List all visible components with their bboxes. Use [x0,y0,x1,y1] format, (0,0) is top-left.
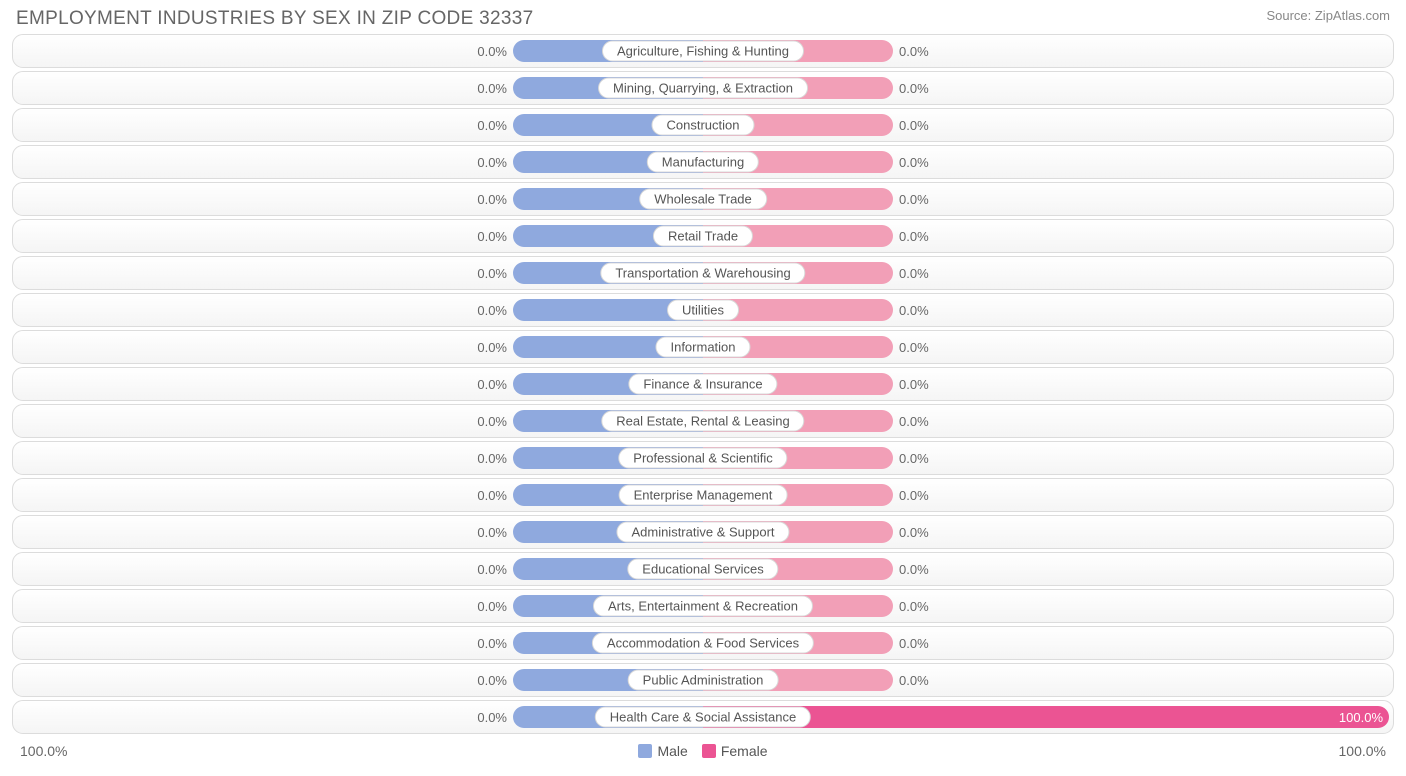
female-pct: 0.0% [899,488,929,503]
category-label: Health Care & Social Assistance [595,707,811,728]
male-pct: 0.0% [477,81,507,96]
chart-row: 0.0% 0.0% Information [12,330,1394,364]
chart-row: 0.0% 0.0% Construction [12,108,1394,142]
category-label: Administrative & Support [616,522,789,543]
chart-row: 0.0% 0.0% Public Administration [12,663,1394,697]
female-pct: 0.0% [899,303,929,318]
category-label: Real Estate, Rental & Leasing [601,411,804,432]
female-pct: 0.0% [899,451,929,466]
category-label: Wholesale Trade [639,189,767,210]
chart-row: 0.0% 0.0% Accommodation & Food Services [12,626,1394,660]
chart-row: 0.0% 0.0% Finance & Insurance [12,367,1394,401]
axis-left-label: 100.0% [20,743,67,759]
chart-row: 0.0% 0.0% Manufacturing [12,145,1394,179]
male-pct: 0.0% [477,44,507,59]
chart-row: 0.0% 0.0% Real Estate, Rental & Leasing [12,404,1394,438]
legend-male-label: Male [657,743,687,759]
male-pct: 0.0% [477,636,507,651]
female-pct: 0.0% [899,229,929,244]
chart-row: 0.0% 0.0% Arts, Entertainment & Recreati… [12,589,1394,623]
category-label: Professional & Scientific [618,448,787,469]
category-label: Retail Trade [653,226,753,247]
chart-row: 0.0% 0.0% Utilities [12,293,1394,327]
category-label: Finance & Insurance [628,374,777,395]
male-pct: 0.0% [477,192,507,207]
legend-female: Female [702,743,768,759]
female-pct: 0.0% [899,636,929,651]
category-label: Public Administration [628,670,779,691]
male-pct: 0.0% [477,118,507,133]
female-pct: 0.0% [899,81,929,96]
category-label: Information [655,337,750,358]
chart-title: EMPLOYMENT INDUSTRIES BY SEX IN ZIP CODE… [16,8,533,30]
male-pct: 0.0% [477,266,507,281]
category-label: Transportation & Warehousing [600,263,805,284]
chart-row: 0.0% 0.0% Agriculture, Fishing & Hunting [12,34,1394,68]
female-pct: 0.0% [899,340,929,355]
female-pct: 100.0% [1339,710,1383,725]
chart-row: 0.0% 0.0% Mining, Quarrying, & Extractio… [12,71,1394,105]
chart-area: 0.0% 0.0% Agriculture, Fishing & Hunting… [0,34,1406,734]
female-pct: 0.0% [899,266,929,281]
chart-header: EMPLOYMENT INDUSTRIES BY SEX IN ZIP CODE… [0,0,1406,34]
male-pct: 0.0% [477,562,507,577]
female-pct: 0.0% [899,377,929,392]
male-pct: 0.0% [477,155,507,170]
legend-male-swatch [638,744,652,758]
chart-legend: Male Female [638,743,767,759]
legend-female-swatch [702,744,716,758]
chart-row: 0.0% 0.0% Administrative & Support [12,515,1394,549]
legend-female-label: Female [721,743,768,759]
female-pct: 0.0% [899,118,929,133]
female-pct: 0.0% [899,673,929,688]
chart-row: 0.0% 0.0% Educational Services [12,552,1394,586]
category-label: Accommodation & Food Services [592,633,814,654]
female-pct: 0.0% [899,414,929,429]
male-pct: 0.0% [477,451,507,466]
male-pct: 0.0% [477,673,507,688]
legend-male: Male [638,743,687,759]
male-pct: 0.0% [477,488,507,503]
male-pct: 0.0% [477,525,507,540]
chart-source: Source: ZipAtlas.com [1266,8,1390,23]
category-label: Mining, Quarrying, & Extraction [598,78,808,99]
category-label: Utilities [667,300,739,321]
category-label: Educational Services [627,559,778,580]
category-label: Agriculture, Fishing & Hunting [602,41,804,62]
chart-footer: 100.0% Male Female 100.0% [0,737,1406,759]
category-label: Construction [652,115,755,136]
male-pct: 0.0% [477,414,507,429]
category-label: Manufacturing [647,152,759,173]
chart-row: 0.0% 100.0% Health Care & Social Assista… [12,700,1394,734]
female-pct: 0.0% [899,155,929,170]
chart-row: 0.0% 0.0% Wholesale Trade [12,182,1394,216]
chart-row: 0.0% 0.0% Professional & Scientific [12,441,1394,475]
male-pct: 0.0% [477,303,507,318]
female-pct: 0.0% [899,525,929,540]
male-pct: 0.0% [477,710,507,725]
male-pct: 0.0% [477,377,507,392]
chart-row: 0.0% 0.0% Enterprise Management [12,478,1394,512]
chart-row: 0.0% 0.0% Transportation & Warehousing [12,256,1394,290]
female-pct: 0.0% [899,562,929,577]
male-pct: 0.0% [477,599,507,614]
female-pct: 0.0% [899,192,929,207]
male-pct: 0.0% [477,229,507,244]
chart-row: 0.0% 0.0% Retail Trade [12,219,1394,253]
female-pct: 0.0% [899,44,929,59]
male-pct: 0.0% [477,340,507,355]
category-label: Arts, Entertainment & Recreation [593,596,813,617]
category-label: Enterprise Management [619,485,788,506]
female-pct: 0.0% [899,599,929,614]
axis-right-label: 100.0% [1339,743,1386,759]
